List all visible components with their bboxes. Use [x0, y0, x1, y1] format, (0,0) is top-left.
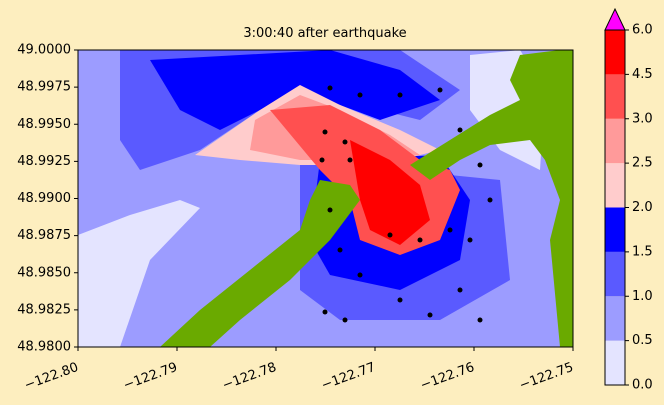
colorbar-tick-label: 0.5	[632, 333, 653, 348]
colorbar-segment	[605, 118, 625, 164]
colorbar-segment	[605, 30, 625, 75]
x-tick-label: −122.79	[121, 360, 179, 393]
y-tick-label: 48.9925	[17, 154, 71, 169]
colorbar-segment	[605, 296, 625, 341]
y-tick-label: 48.9950	[17, 117, 71, 132]
y-tick-label: 48.9825	[17, 302, 71, 317]
colorbar-tick-label: 3.0	[632, 111, 653, 126]
y-tick-label: 49.0000	[17, 43, 71, 58]
map	[78, 50, 573, 347]
colorbar-tick-label: 2.0	[632, 200, 653, 215]
x-tick-label: −122.76	[418, 360, 476, 393]
colorbar-segment	[605, 74, 625, 119]
colorbar-segment	[605, 251, 625, 297]
x-tick-label: −122.80	[22, 360, 80, 393]
y-tick-label: 48.9900	[17, 191, 71, 206]
colorbar-tick-label: 2.5	[632, 156, 653, 171]
colorbar-segment	[605, 340, 625, 385]
chart-title: 3:00:40 after earthquake	[243, 26, 406, 41]
colorbar-tick-label: 0.0	[632, 378, 653, 393]
colorbar-extend	[604, 7, 626, 31]
y-tick-label: 48.9875	[17, 228, 71, 243]
x-tick-label: −122.75	[517, 360, 575, 393]
colorbar-tick-label: 1.0	[632, 289, 653, 304]
x-tick-label: −122.78	[220, 360, 278, 393]
colorbar-tick-label: 6.0	[632, 23, 653, 38]
colorbar-tick-label: 4.5	[632, 67, 653, 82]
y-tick-label: 48.9975	[17, 80, 71, 95]
y-tick-label: 48.9800	[17, 340, 71, 355]
y-tick-label: 48.9850	[17, 265, 71, 280]
colorbar-tick-label: 1.5	[632, 244, 653, 259]
colorbar-segment	[605, 207, 625, 252]
colorbar-segment	[605, 163, 625, 208]
x-tick-label: −122.77	[319, 360, 377, 393]
